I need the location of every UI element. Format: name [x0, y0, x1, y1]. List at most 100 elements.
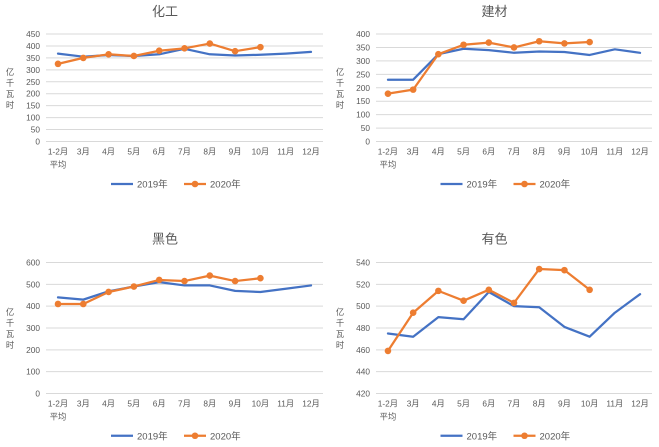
- svg-text:瓦: 瓦: [336, 329, 344, 339]
- svg-text:9月: 9月: [558, 147, 571, 157]
- svg-text:瓦: 瓦: [6, 329, 14, 339]
- svg-text:12月: 12月: [631, 399, 649, 409]
- svg-text:平均: 平均: [380, 160, 397, 170]
- svg-text:250: 250: [26, 77, 40, 87]
- svg-text:7月: 7月: [508, 399, 521, 409]
- svg-text:12月: 12月: [631, 147, 649, 157]
- svg-text:千: 千: [336, 78, 344, 88]
- svg-text:7月: 7月: [508, 147, 521, 157]
- svg-text:6月: 6月: [153, 399, 166, 409]
- svg-text:4月: 4月: [432, 399, 445, 409]
- svg-text:400: 400: [26, 41, 40, 51]
- svg-text:1-2月: 1-2月: [378, 147, 398, 157]
- svg-text:12月: 12月: [302, 399, 320, 409]
- svg-text:300: 300: [26, 65, 40, 75]
- svg-text:50: 50: [361, 123, 371, 133]
- svg-text:亿: 亿: [6, 67, 14, 77]
- svg-text:350: 350: [356, 42, 370, 52]
- svg-text:4月: 4月: [432, 147, 445, 157]
- svg-text:600: 600: [26, 258, 40, 268]
- svg-text:4月: 4月: [102, 147, 115, 157]
- svg-text:500: 500: [356, 301, 370, 311]
- svg-text:11月: 11月: [277, 147, 294, 157]
- svg-text:300: 300: [356, 56, 370, 66]
- svg-text:300: 300: [26, 323, 40, 333]
- svg-text:440: 440: [356, 367, 370, 377]
- svg-text:2020年: 2020年: [210, 430, 241, 442]
- svg-text:3月: 3月: [77, 399, 90, 409]
- svg-text:420: 420: [356, 389, 370, 399]
- svg-text:50: 50: [31, 125, 41, 135]
- svg-text:5月: 5月: [127, 399, 140, 409]
- svg-text:千: 千: [6, 318, 14, 328]
- svg-text:100: 100: [356, 110, 370, 120]
- svg-text:0: 0: [365, 137, 370, 147]
- svg-text:350: 350: [26, 53, 40, 63]
- svg-text:1-2月: 1-2月: [48, 399, 68, 409]
- svg-text:480: 480: [356, 323, 370, 333]
- svg-text:6月: 6月: [482, 399, 495, 409]
- svg-text:平均: 平均: [380, 412, 397, 422]
- svg-text:11月: 11月: [277, 399, 294, 409]
- svg-text:200: 200: [356, 83, 370, 93]
- svg-text:2019年: 2019年: [137, 430, 168, 442]
- svg-text:时: 时: [6, 340, 14, 350]
- svg-text:9月: 9月: [558, 399, 571, 409]
- svg-text:1-2月: 1-2月: [378, 399, 398, 409]
- svg-text:9月: 9月: [229, 399, 242, 409]
- svg-text:8月: 8月: [203, 399, 216, 409]
- svg-text:250: 250: [356, 69, 370, 79]
- svg-text:2019年: 2019年: [467, 430, 498, 442]
- svg-text:9月: 9月: [229, 147, 242, 157]
- svg-text:亿: 亿: [336, 307, 344, 317]
- svg-text:1-2月: 1-2月: [48, 147, 68, 157]
- svg-text:10月: 10月: [252, 399, 270, 409]
- svg-text:12月: 12月: [302, 147, 320, 157]
- svg-text:平均: 平均: [50, 160, 67, 170]
- svg-text:8月: 8月: [533, 399, 546, 409]
- svg-text:2020年: 2020年: [540, 430, 571, 442]
- svg-text:10月: 10月: [252, 147, 270, 157]
- svg-text:5月: 5月: [127, 147, 140, 157]
- svg-text:100: 100: [26, 367, 40, 377]
- svg-text:亿: 亿: [336, 67, 344, 77]
- svg-text:黑色: 黑色: [152, 232, 178, 247]
- svg-text:540: 540: [356, 258, 370, 268]
- svg-text:100: 100: [26, 113, 40, 123]
- svg-text:500: 500: [26, 279, 40, 289]
- svg-text:200: 200: [26, 345, 40, 355]
- svg-text:11月: 11月: [606, 399, 623, 409]
- svg-text:6月: 6月: [153, 147, 166, 157]
- svg-text:10月: 10月: [581, 147, 599, 157]
- svg-text:460: 460: [356, 345, 370, 355]
- svg-text:3月: 3月: [407, 399, 420, 409]
- svg-text:450: 450: [26, 29, 40, 39]
- svg-text:瓦: 瓦: [336, 89, 344, 99]
- svg-text:150: 150: [26, 101, 40, 111]
- svg-text:200: 200: [26, 89, 40, 99]
- svg-text:时: 时: [336, 100, 344, 110]
- svg-text:10月: 10月: [581, 399, 599, 409]
- svg-text:2019年: 2019年: [467, 179, 498, 191]
- svg-text:7月: 7月: [178, 147, 191, 157]
- svg-text:2019年: 2019年: [137, 179, 168, 191]
- svg-text:建材: 建材: [481, 4, 507, 19]
- svg-text:0: 0: [35, 389, 40, 399]
- svg-text:千: 千: [336, 318, 344, 328]
- svg-text:有色: 有色: [481, 232, 507, 247]
- svg-text:6月: 6月: [482, 147, 495, 157]
- svg-text:5月: 5月: [457, 399, 470, 409]
- svg-text:400: 400: [356, 29, 370, 39]
- svg-text:时: 时: [336, 340, 344, 350]
- svg-text:8月: 8月: [533, 147, 546, 157]
- svg-text:时: 时: [6, 100, 14, 110]
- svg-text:8月: 8月: [203, 147, 216, 157]
- svg-text:7月: 7月: [178, 399, 191, 409]
- svg-text:亿: 亿: [6, 307, 14, 317]
- svg-text:0: 0: [35, 137, 40, 147]
- svg-text:520: 520: [356, 279, 370, 289]
- svg-text:化工: 化工: [152, 4, 178, 19]
- svg-text:400: 400: [26, 301, 40, 311]
- svg-text:3月: 3月: [407, 147, 420, 157]
- svg-text:150: 150: [356, 96, 370, 106]
